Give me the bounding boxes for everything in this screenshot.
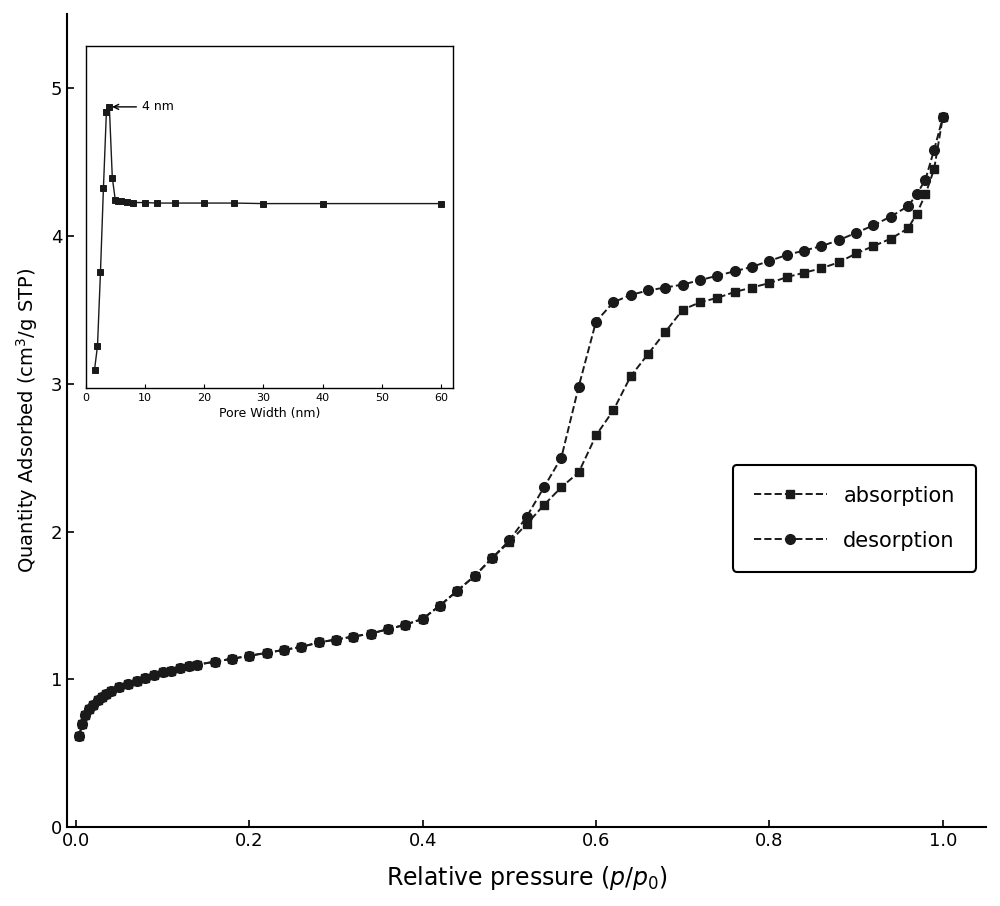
- absorption: [330, 634, 342, 645]
- absorption: [105, 686, 117, 697]
- absorption: [486, 553, 498, 564]
- Line: desorption: desorption: [75, 112, 948, 740]
- absorption: [417, 613, 429, 624]
- desorption: [573, 381, 585, 392]
- desorption: [330, 634, 342, 645]
- desorption: [486, 553, 498, 564]
- absorption: [937, 112, 949, 123]
- absorption: [590, 430, 602, 441]
- desorption: [105, 686, 117, 697]
- desorption: [590, 316, 602, 327]
- desorption: [417, 613, 429, 624]
- desorption: [937, 112, 949, 123]
- Line: absorption: absorption: [75, 113, 947, 740]
- X-axis label: Relative pressure ($p/p_0$): Relative pressure ($p/p_0$): [386, 864, 668, 892]
- Legend: absorption, desorption: absorption, desorption: [733, 465, 976, 572]
- absorption: [73, 730, 85, 741]
- absorption: [573, 467, 585, 477]
- Y-axis label: Quantity Adsorbed (cm$^3$/g STP): Quantity Adsorbed (cm$^3$/g STP): [14, 268, 40, 573]
- desorption: [73, 730, 85, 741]
